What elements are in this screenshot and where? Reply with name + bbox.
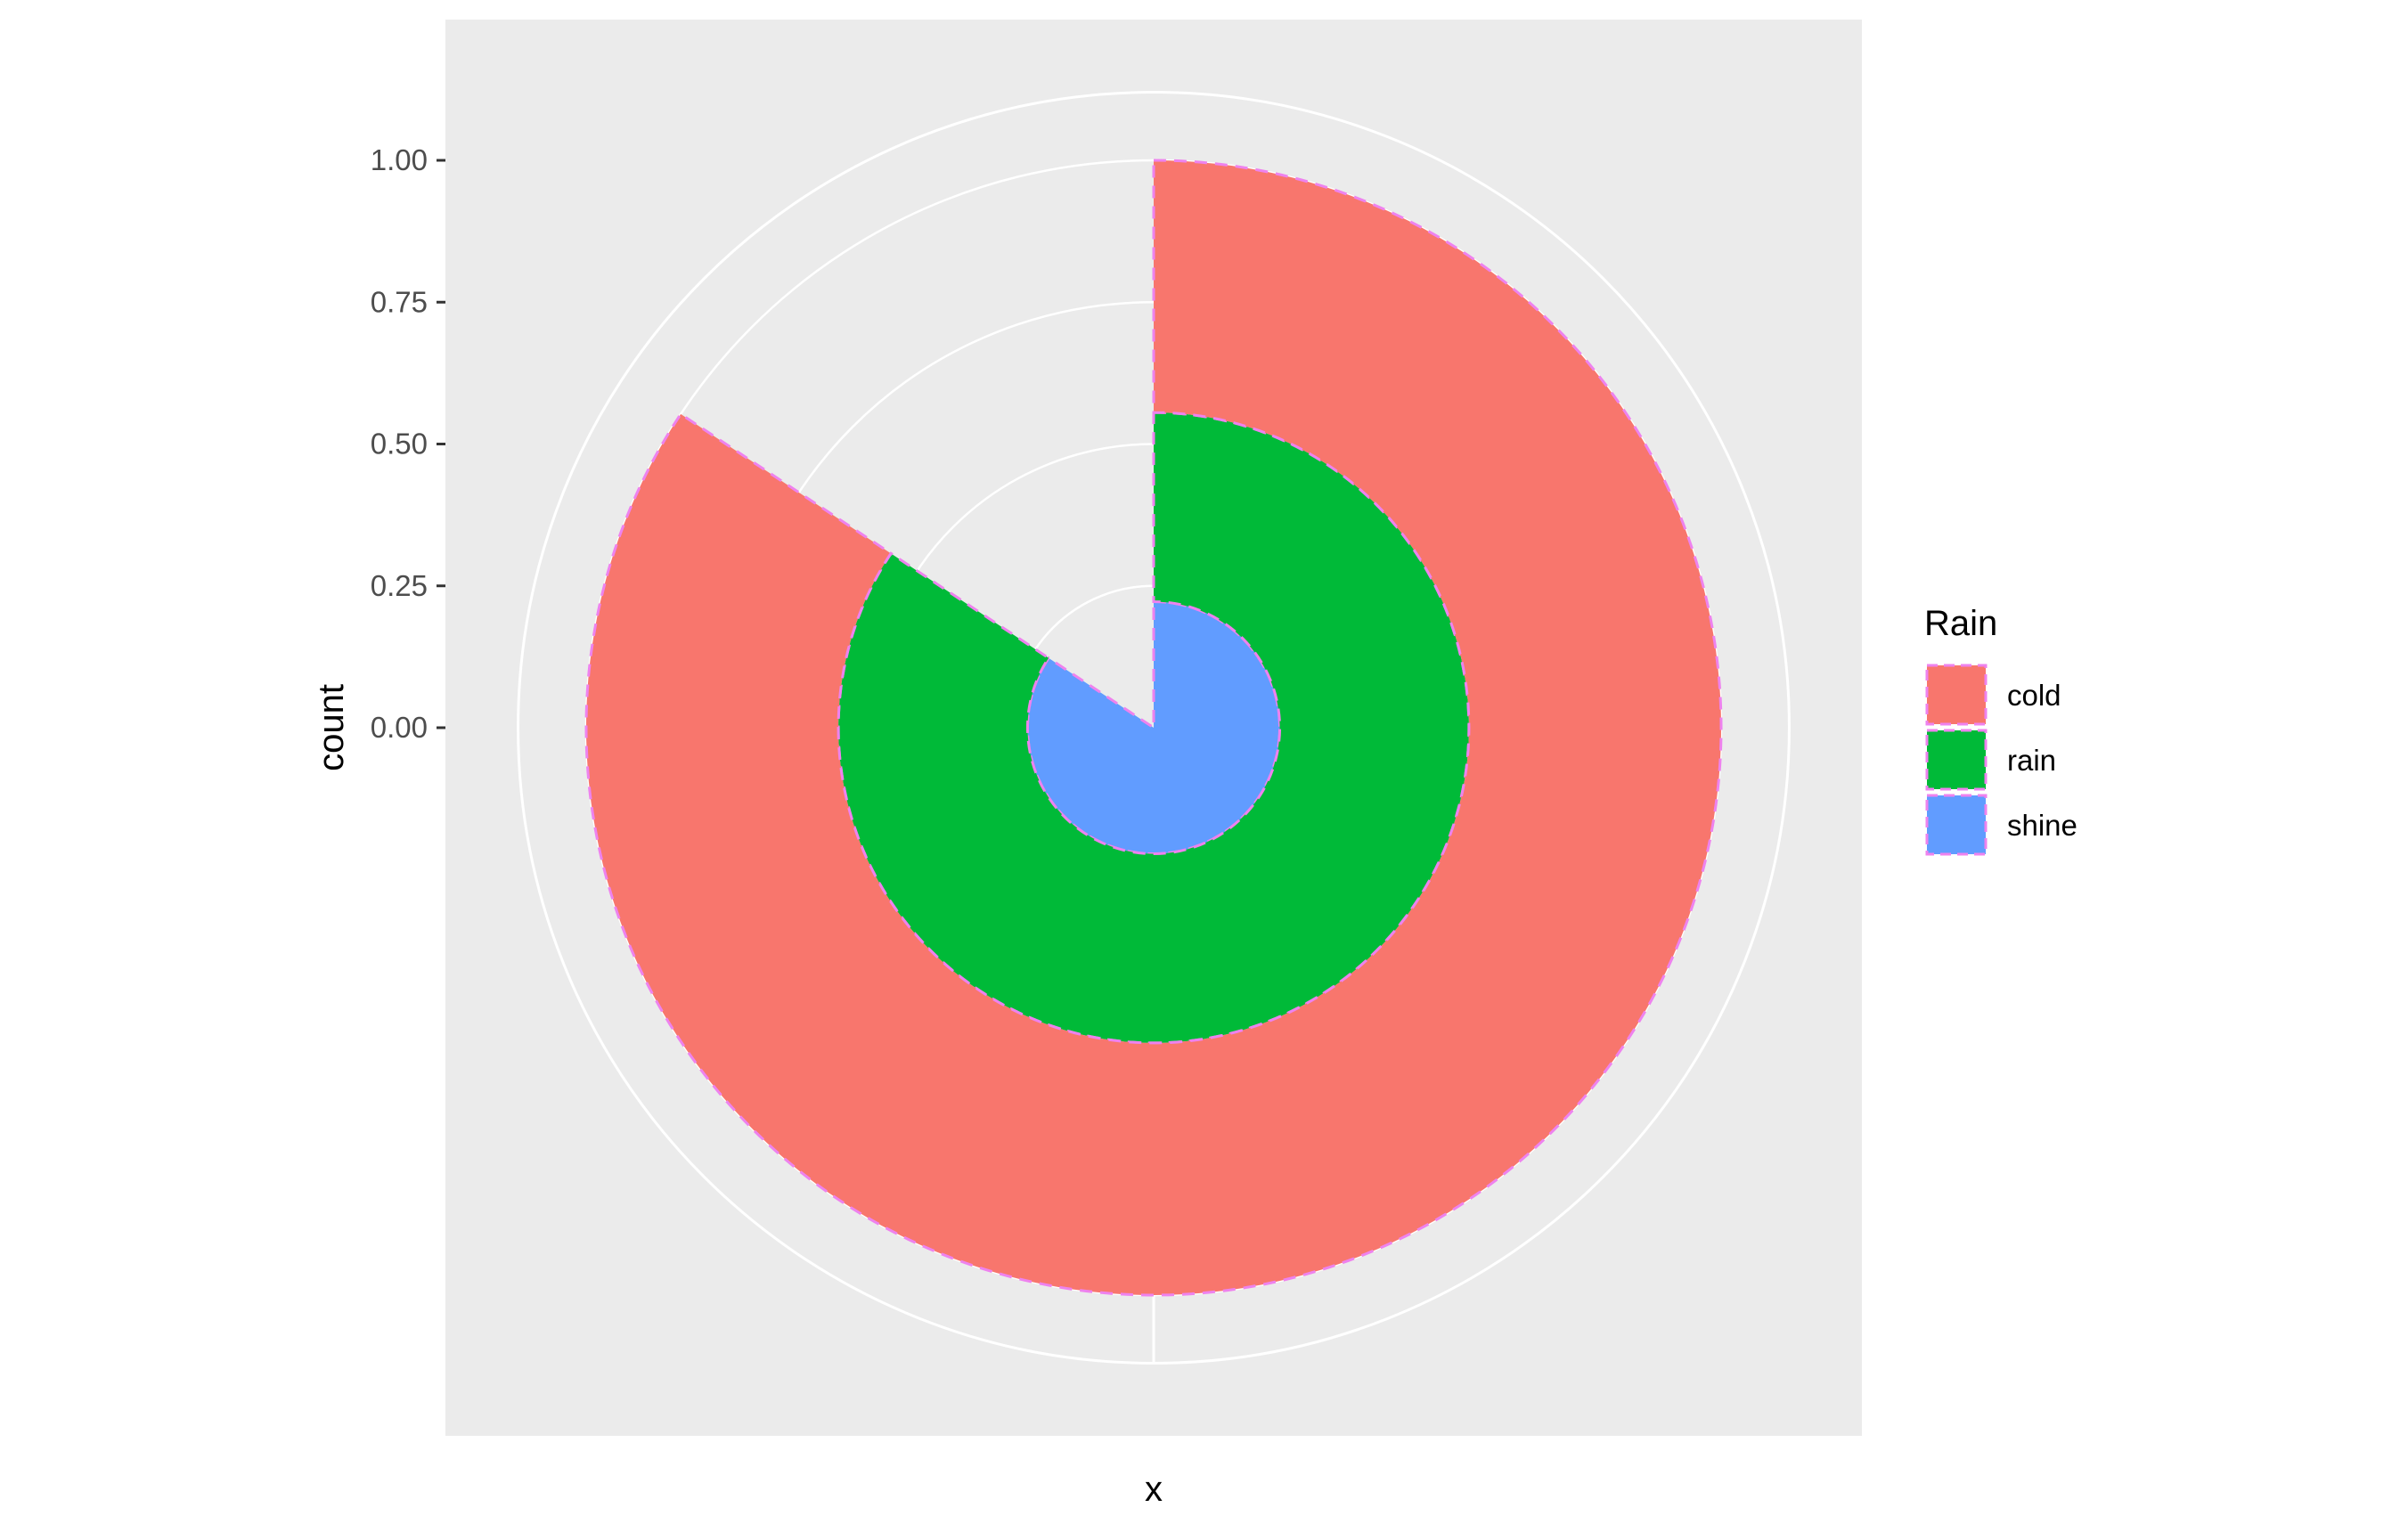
legend: Rain cold rain shine [1924, 604, 2077, 856]
legend-key-cold [1925, 664, 1988, 726]
y-tick-label: 0.00 [371, 711, 428, 744]
x-axis-title: x [1145, 1470, 1163, 1509]
y-axis-title: count [312, 684, 351, 771]
legend-label-cold: cold [2007, 679, 2061, 712]
bar-cold [584, 159, 1723, 1297]
y-tick-label: 1.00 [371, 143, 428, 176]
legend-label-rain: rain [2007, 744, 2056, 777]
legend-key-rain [1925, 729, 1988, 791]
legend-title: Rain [1924, 604, 1997, 643]
legend-label-shine: shine [2007, 809, 2077, 842]
y-axis: 0.00 0.25 0.50 0.75 1.00 [371, 143, 445, 744]
y-tick-label: 0.25 [371, 569, 428, 602]
y-tick-label: 0.50 [371, 428, 428, 460]
y-tick-label: 0.75 [371, 285, 428, 318]
legend-key-shine [1925, 794, 1988, 856]
bars-layer [584, 159, 1723, 1297]
